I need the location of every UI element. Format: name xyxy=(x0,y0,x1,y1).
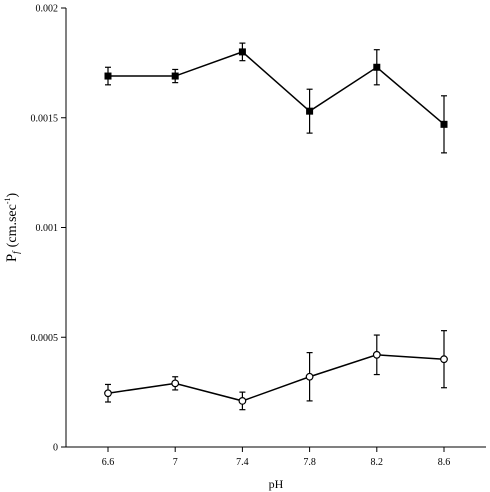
svg-text:Pf(cm.sec-1): Pf (cm.sec-1) xyxy=(3,192,21,262)
data-point-circle xyxy=(171,379,180,388)
y-axis-label-subscript: f xyxy=(11,250,21,254)
x-ticks: 6.6 7 7.4 7.8 8.2 8.6 xyxy=(102,447,451,468)
y-tick-label: 0.0005 xyxy=(31,333,59,344)
data-point-square xyxy=(104,72,112,80)
data-point-circle xyxy=(305,372,314,381)
data-point-square xyxy=(238,48,246,56)
data-point-circle xyxy=(238,397,247,405)
y-axis-label-superscript: -1 xyxy=(3,197,12,204)
x-tick-label: 7.8 xyxy=(303,457,316,468)
y-tick-label: 0.0015 xyxy=(31,113,59,124)
x-tick-label: 7.4 xyxy=(236,457,249,468)
y-axis-label-main: P xyxy=(4,254,20,262)
x-tick-label: 6.6 xyxy=(102,457,115,468)
data-point-square xyxy=(440,120,448,128)
y-tick-label: 0 xyxy=(53,443,58,454)
x-axis-label: pH xyxy=(269,477,284,491)
series-layer xyxy=(104,42,448,411)
series-2 xyxy=(104,330,448,411)
series-line xyxy=(107,354,445,402)
y-axis-label: Pf (cm.sec-1) xyxy=(3,192,21,262)
axes xyxy=(65,8,486,448)
data-point-circle xyxy=(104,389,112,398)
y-axis-label-unit: (cm.sec xyxy=(5,204,20,247)
x-tick-label: 8.6 xyxy=(438,457,451,468)
data-point-square xyxy=(306,107,314,115)
data-point-circle xyxy=(440,355,448,364)
data-point-square xyxy=(373,63,381,71)
x-tick-label: 8.2 xyxy=(371,457,384,468)
y-tick-label: 0.002 xyxy=(36,4,59,15)
y-tick-label: 0.001 xyxy=(36,223,59,234)
series-1 xyxy=(104,42,448,154)
data-point-square xyxy=(171,72,179,80)
data-point-circle xyxy=(372,350,381,359)
x-tick-label: 7 xyxy=(173,457,178,468)
series-line xyxy=(108,51,445,125)
y-ticks: 0 0.0005 0.001 0.0015 0.002 xyxy=(31,4,66,454)
y-axis-label-close: ) xyxy=(5,192,20,197)
